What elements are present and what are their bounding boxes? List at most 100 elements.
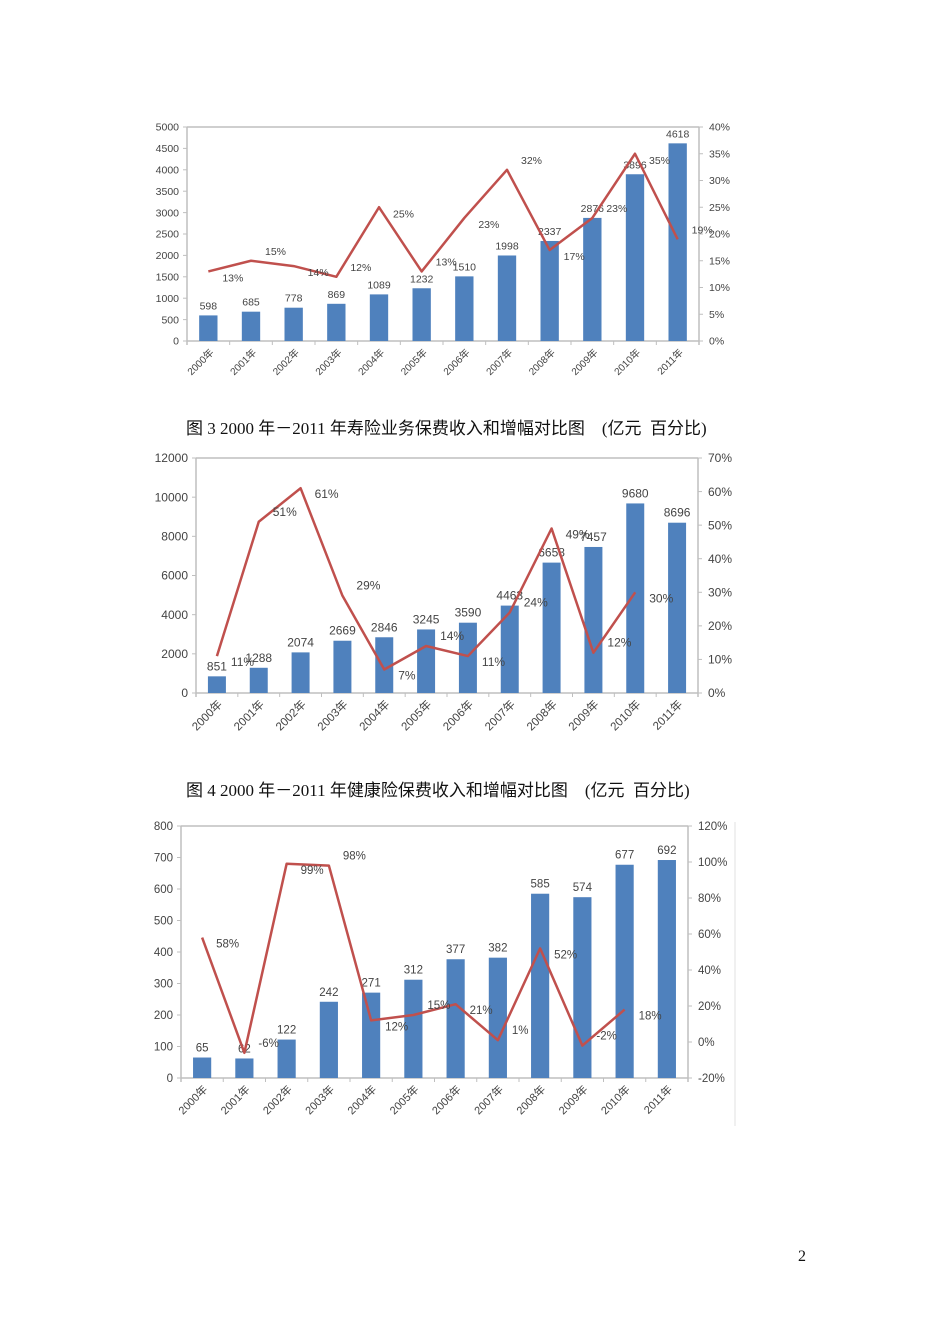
y-tick-label: 0: [181, 686, 188, 700]
bar-value-label: 574: [573, 882, 593, 894]
y2-tick-label: 30%: [708, 585, 732, 599]
bar-value-label: 598: [200, 300, 218, 312]
growth-value-label: 29%: [356, 579, 380, 593]
bar: [668, 522, 687, 693]
bar: [249, 667, 268, 693]
growth-value-label: 23%: [478, 219, 499, 231]
growth-value-label: 7%: [398, 669, 416, 683]
y-tick-label: 3500: [156, 186, 180, 198]
bar-value-label: 1232: [410, 273, 434, 285]
y-tick-label: 200: [154, 1010, 173, 1022]
bar-value-label: 65: [196, 1043, 209, 1055]
growth-value-label: 13%: [436, 256, 457, 268]
bar: [615, 864, 634, 1078]
x-category-label: 2010年: [598, 1082, 633, 1117]
y-tick-label: 2000: [156, 250, 180, 262]
bar-value-label: 1998: [495, 240, 519, 252]
bar: [375, 637, 394, 693]
chart-svg: 0 2000 4000 6000 8000 10000 12000 0% 10% 20% 30% 40…: [155, 451, 733, 733]
growth-value-label: 14%: [308, 267, 329, 279]
y-tick-label: 100: [154, 1042, 173, 1054]
growth-value-label: 11%: [482, 655, 505, 669]
y-tick-label: 0: [173, 336, 179, 348]
bar-value-label: 2876: [581, 203, 605, 215]
bar: [327, 303, 346, 341]
bar-value-label: 7457: [580, 530, 607, 544]
y2-tick-label: 5%: [709, 309, 724, 321]
growth-line: [208, 152, 679, 279]
y2-tick-label: 70%: [708, 451, 732, 465]
bar: [412, 288, 431, 341]
growth-line: [215, 486, 637, 671]
x-category-label: 2001年: [218, 1082, 253, 1117]
bar: [497, 255, 517, 341]
y-tick-label: 4000: [156, 164, 180, 176]
bar-value-label: 2074: [287, 635, 314, 649]
growth-value-label: 99%: [301, 865, 324, 877]
bar-value-label: 312: [404, 965, 423, 977]
y2-tick-label: 120%: [698, 821, 727, 833]
bar-value-label: 382: [488, 943, 507, 955]
growth-value-label: 13%: [222, 272, 243, 284]
y-tick-label: 4500: [156, 143, 180, 155]
x-category-label: 2008年: [513, 1082, 548, 1117]
bar: [284, 307, 303, 341]
growth-value-label: 24%: [524, 595, 548, 609]
bar: [241, 311, 261, 341]
bar-value-label: 271: [362, 978, 381, 990]
bar-value-label: 851: [207, 659, 227, 673]
y2-tick-label: 20%: [708, 619, 732, 633]
y2-tick-label: 20%: [698, 1001, 721, 1013]
growth-value-label: 21%: [470, 1005, 493, 1017]
bar: [417, 629, 436, 693]
health-insurance-premium-chart-continued: 0 100 200 300 400 500 600 700 800 -20% 0% 20% 40% 60%…: [154, 821, 736, 1126]
chart-svg: 0 500 1000 1500 2000 2500 3000 3500 4000 4500 5000…: [156, 122, 730, 378]
y-tick-label: 1500: [156, 271, 180, 283]
bar-value-label: 2337: [538, 226, 562, 238]
bar-value-label: 869: [328, 289, 346, 301]
y2-tick-label: 20%: [709, 229, 730, 241]
y2-tick-label: 40%: [698, 965, 721, 977]
growth-value-label: 1%: [512, 1025, 529, 1037]
y2-tick-label: 60%: [708, 485, 732, 499]
page-number: 2: [798, 1248, 806, 1265]
y-tick-label: 500: [154, 916, 173, 928]
y-tick-label: 700: [154, 853, 173, 865]
growth-value-label: 15%: [427, 1000, 450, 1012]
bar: [199, 315, 218, 341]
growth-value-label: 32%: [521, 155, 542, 167]
y2-tick-label: 30%: [709, 175, 730, 187]
bar-value-label: 3245: [413, 612, 440, 626]
growth-value-label: 49%: [566, 528, 590, 542]
bar-value-label: 4618: [666, 128, 690, 140]
y-tick-label: 5000: [156, 122, 180, 134]
growth-value-label: 35%: [649, 155, 670, 167]
bar: [458, 622, 477, 693]
y2-tick-label: 0%: [708, 686, 726, 700]
bar: [573, 897, 592, 1078]
y2-tick-label: 60%: [698, 929, 721, 941]
growth-value-label: 52%: [554, 949, 577, 961]
y-tick-label: 12000: [155, 451, 189, 465]
y2-tick-label: 10%: [709, 282, 730, 294]
bar: [625, 174, 645, 341]
bar: [540, 240, 559, 341]
growth-value-label: 30%: [649, 591, 673, 605]
x-category-label: 2011年: [641, 1082, 675, 1116]
bar-value-label: 2669: [329, 624, 356, 638]
y2-tick-label: 10%: [708, 653, 732, 667]
growth-value-label: 12%: [607, 636, 631, 650]
y-tick-label: 300: [154, 979, 173, 991]
bar-value-label: 778: [285, 293, 303, 305]
bar-value-label: 8696: [664, 506, 691, 520]
bar-value-label: 677: [615, 850, 634, 862]
growth-value-label: 19%: [692, 224, 713, 236]
x-category-label: 2004年: [344, 1082, 379, 1117]
y2-tick-label: 40%: [709, 122, 730, 134]
y-tick-label: 400: [154, 947, 173, 959]
x-category-label: 2006年: [429, 1082, 464, 1117]
growth-value-label: 61%: [315, 487, 339, 501]
growth-value-label: 11%: [231, 655, 254, 669]
bar: [488, 957, 507, 1078]
growth-line: [200, 862, 626, 1055]
